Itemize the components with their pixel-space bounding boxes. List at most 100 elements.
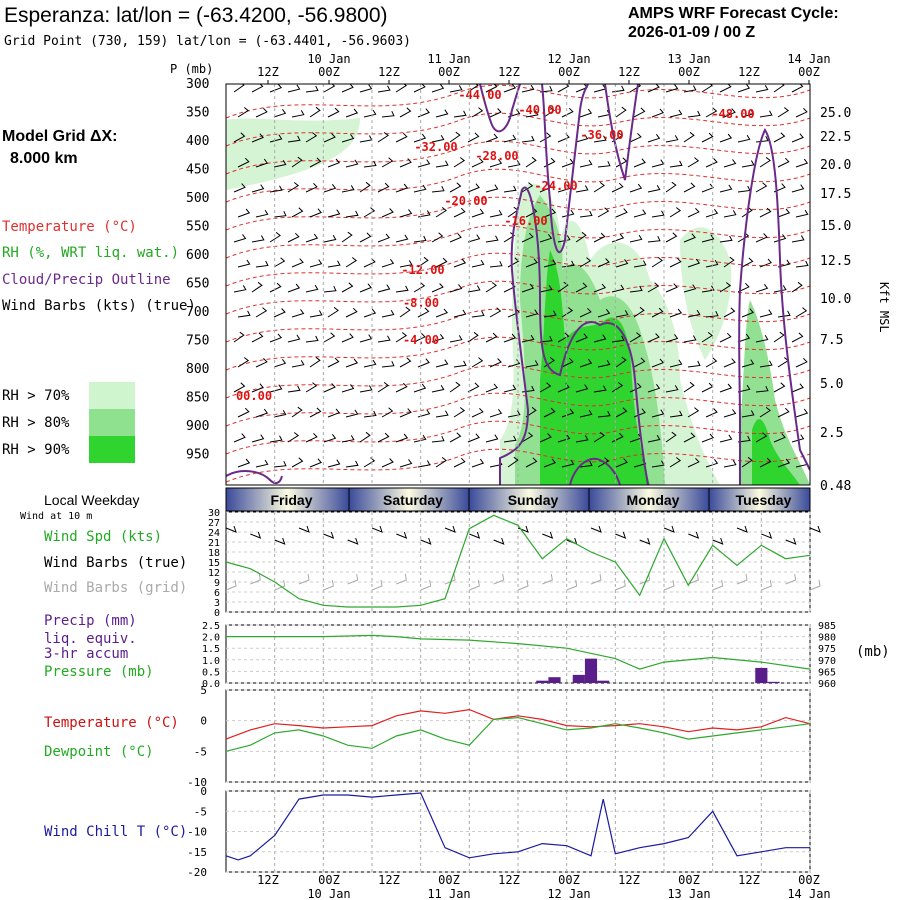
wind-barb xyxy=(291,406,303,418)
model-grid-value: 8.000 km xyxy=(10,150,78,167)
wind-barb xyxy=(291,309,305,318)
wind-barb xyxy=(381,458,394,468)
wind-barb xyxy=(521,182,534,193)
wind-barb xyxy=(287,135,301,143)
height-tick: 25.0 xyxy=(820,106,851,121)
isotherm-label: -28.00 xyxy=(475,149,518,163)
wind-barb xyxy=(435,257,448,268)
wind-barb xyxy=(323,84,336,93)
wind-barb xyxy=(471,310,485,318)
wind-barb xyxy=(291,360,305,368)
wind-ytick: 9 xyxy=(214,578,220,589)
wind-barb xyxy=(309,356,321,368)
wind-barb xyxy=(543,407,556,418)
height-axis-label: Kft MSL xyxy=(877,282,891,333)
wind-barb xyxy=(323,332,336,343)
wind-barb xyxy=(773,234,787,243)
wind-ytick: 30 xyxy=(208,508,220,519)
wind-barb xyxy=(579,460,593,468)
height-tick: 15.0 xyxy=(820,219,851,234)
wind-barb xyxy=(705,459,719,468)
wind-barb xyxy=(237,157,250,168)
wind-barb xyxy=(795,209,809,218)
wind-barb xyxy=(449,381,461,393)
surface-barb-grid xyxy=(517,579,529,591)
pressure-tick: 350 xyxy=(186,106,209,121)
wind-barb xyxy=(413,332,426,343)
wind-barb xyxy=(773,433,786,443)
isotherm-label: -12.00 xyxy=(401,263,444,277)
wind-barb xyxy=(233,183,246,193)
top-hour-tick: 00Z xyxy=(318,65,340,79)
wind-barb xyxy=(291,156,303,168)
mb-units-label: (mb) xyxy=(856,644,890,660)
wind-barb xyxy=(269,232,281,243)
wind-barb xyxy=(377,335,391,343)
wind-barb xyxy=(669,207,682,218)
isotherm-label: 00.00 xyxy=(236,389,272,403)
wind-barb xyxy=(269,134,283,143)
wind-barb xyxy=(687,157,700,168)
wind-barb xyxy=(723,358,736,368)
liq-equiv-label: liq. equiv. xyxy=(44,631,137,647)
wind-barb xyxy=(705,107,718,118)
wind-barb xyxy=(597,258,610,268)
model-grid-label: Model Grid ΔX: xyxy=(2,128,118,145)
precip-bar xyxy=(597,680,610,683)
wind-barb xyxy=(777,407,790,418)
wind-barb xyxy=(521,84,535,93)
wind-barb xyxy=(345,409,359,418)
wind-barb xyxy=(323,184,337,193)
surface-barb-grid xyxy=(274,579,286,591)
wind-barb xyxy=(561,408,575,418)
wind-barb xyxy=(503,333,517,343)
isotherm-line xyxy=(226,280,810,315)
wind-barb xyxy=(773,331,785,343)
height-tick: 12.5 xyxy=(820,254,851,269)
wind-barb xyxy=(651,358,665,368)
surface-barb-true xyxy=(420,537,432,545)
wind-barb xyxy=(255,260,269,268)
wind-barb xyxy=(291,110,305,118)
isotherm-label: -4.00 xyxy=(403,333,439,347)
wind-barb xyxy=(809,291,810,292)
wind-barb xyxy=(795,260,809,268)
wind-barb xyxy=(561,357,574,368)
grid-point-text: Grid Point (730, 159) lat/lon = (-63.440… xyxy=(4,34,411,49)
wind-ytick: 15 xyxy=(208,558,220,569)
wind-barb xyxy=(814,410,826,417)
wind-barb xyxy=(791,235,805,243)
surface-barb-true xyxy=(639,537,651,545)
wind-barb xyxy=(687,110,701,118)
wind-barb xyxy=(814,359,825,367)
wind-barb xyxy=(413,184,427,193)
station-title: Esperanza: lat/lon = (-63.4200, -56.9800… xyxy=(4,4,388,27)
wind-barb xyxy=(417,159,431,168)
wind-barb xyxy=(795,158,809,168)
wind-barb xyxy=(467,132,480,143)
cloud-outline-2 xyxy=(541,84,589,254)
height-tick: 0.48 xyxy=(820,479,851,494)
wind-barb xyxy=(723,307,736,318)
wind-barb xyxy=(665,181,677,193)
bottom-date-tick: 13 Jan xyxy=(667,887,710,900)
wind-barb xyxy=(597,207,610,218)
weekday-label: Local Weekday xyxy=(44,492,139,508)
top-date-tick: 14 Jan xyxy=(787,52,830,66)
wind-barb xyxy=(251,383,264,393)
wind-barb xyxy=(431,435,445,443)
wind-barb xyxy=(273,308,286,318)
wind-barb xyxy=(611,284,625,293)
wind-barb xyxy=(273,159,287,168)
wind-barb xyxy=(719,184,733,193)
legend-wind: Wind Barbs (kts) (true) xyxy=(2,298,196,314)
wind-barb xyxy=(345,108,359,118)
height-tick: 5.0 xyxy=(820,377,843,392)
wind-barb xyxy=(723,159,737,168)
wind-barb xyxy=(453,309,467,318)
wind-barb xyxy=(273,359,287,368)
wind-barb xyxy=(647,184,661,193)
wind-barb xyxy=(759,360,773,368)
pressure-ytick: 960 xyxy=(818,679,836,690)
